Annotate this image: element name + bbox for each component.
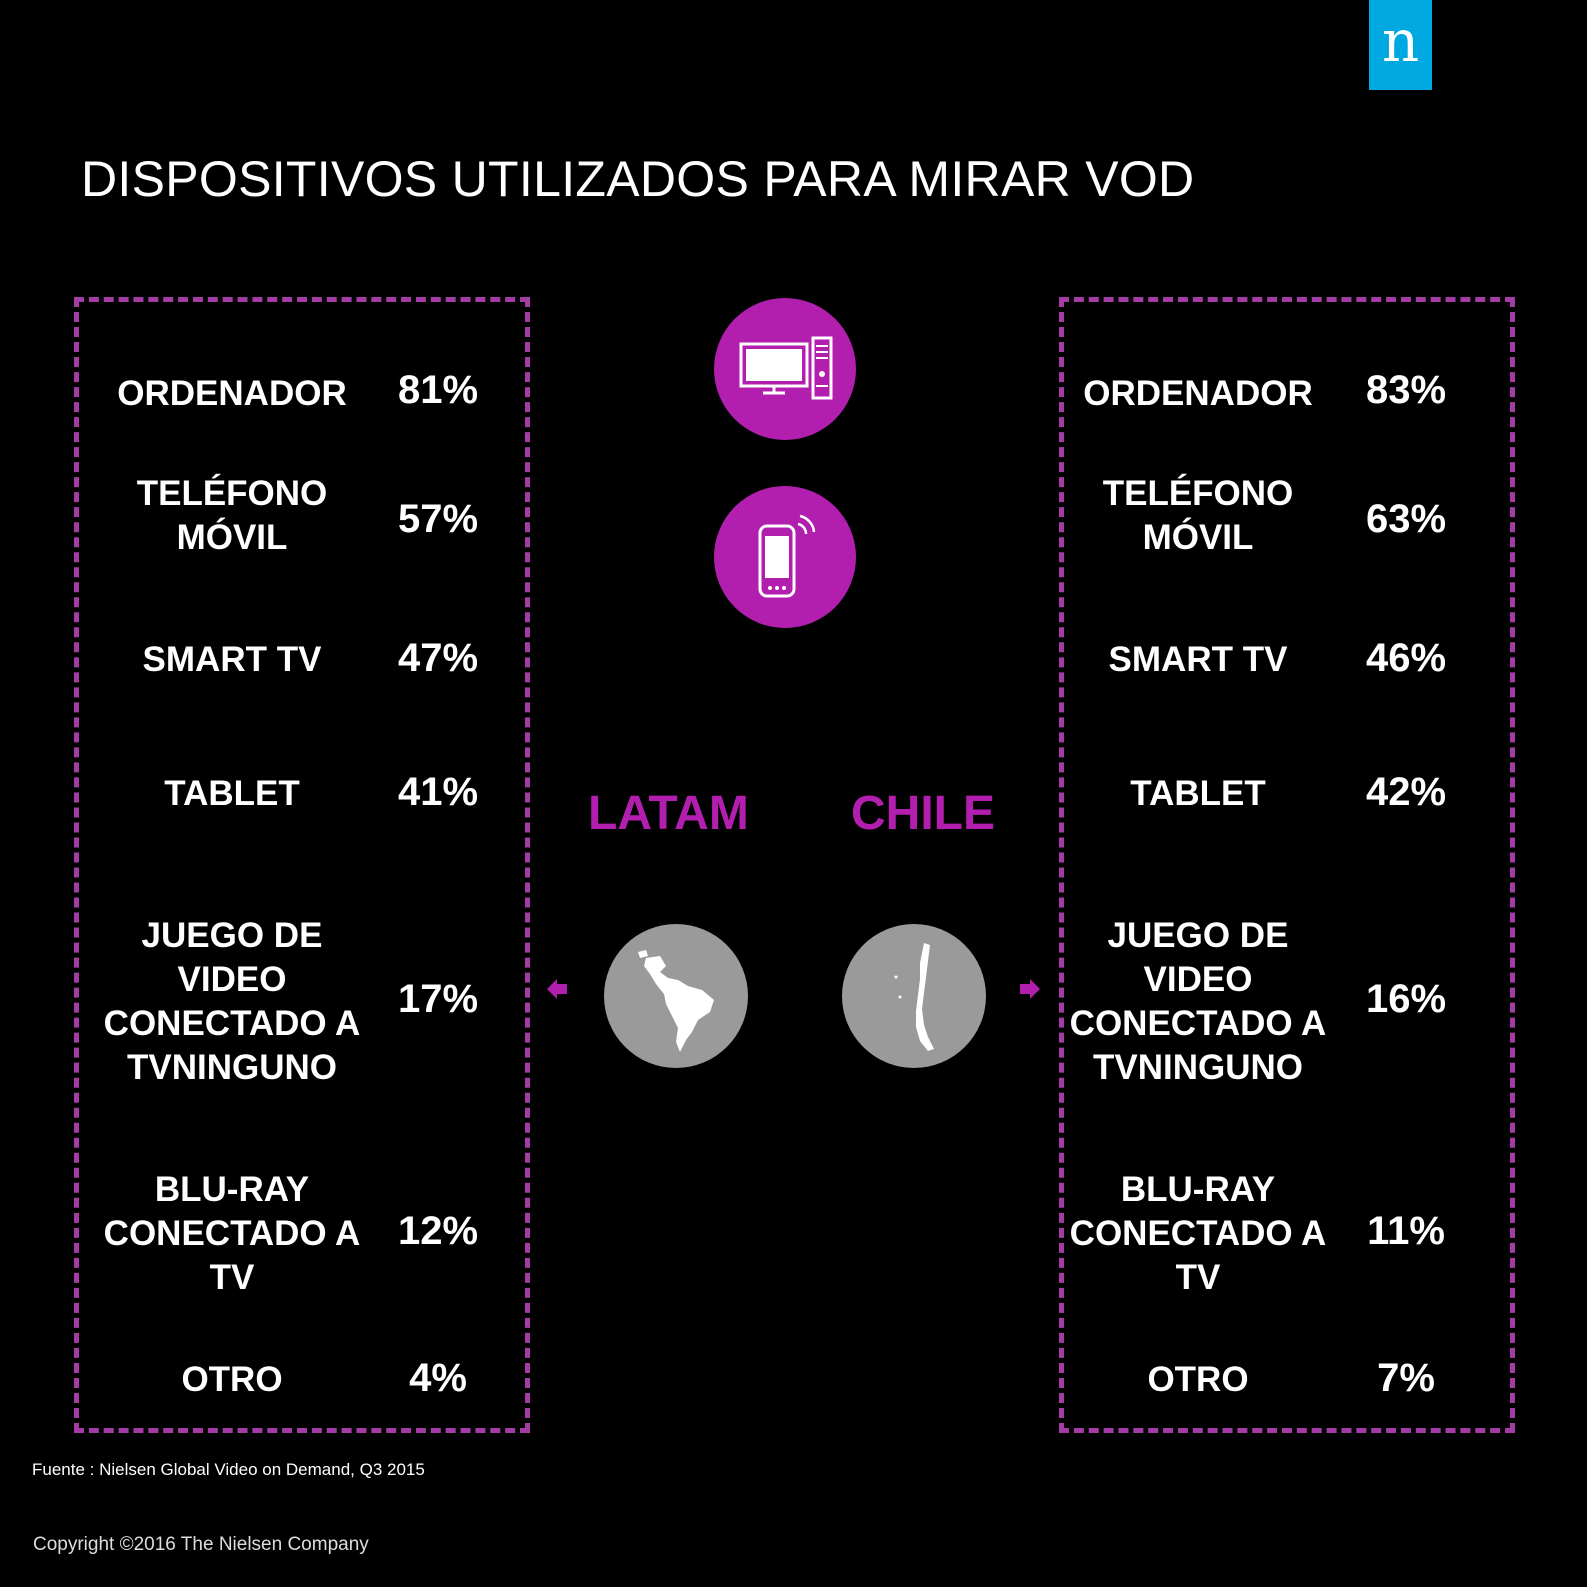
mobile-phone-icon bbox=[714, 486, 856, 628]
table-row: TABLET 42% bbox=[1064, 770, 1510, 816]
value-tablet: 42% bbox=[1365, 770, 1447, 814]
logo-letter: n bbox=[1381, 7, 1420, 75]
label-otro: OTRO bbox=[181, 1360, 283, 1399]
table-row: JUEGO DE VIDEO CONECTADO A TVNINGUNO 16% bbox=[1064, 914, 1510, 1090]
table-row: TELÉFONO MÓVIL 63% bbox=[1064, 472, 1510, 560]
value-tablet: 41% bbox=[397, 770, 479, 814]
label-otro: OTRO bbox=[1147, 1360, 1249, 1399]
value-bluray: 11% bbox=[1367, 1209, 1445, 1253]
chile-map-icon bbox=[842, 924, 986, 1068]
value-bluray: 12% bbox=[397, 1209, 479, 1253]
label-juego: JUEGO DE VIDEO CONECTADO A TVNINGUNO bbox=[103, 916, 361, 1087]
value-smart-tv: 46% bbox=[1365, 636, 1447, 680]
label-juego: JUEGO DE VIDEO CONECTADO A TVNINGUNO bbox=[1069, 916, 1327, 1087]
copyright: Copyright ©2016 The Nielsen Company bbox=[33, 1534, 369, 1555]
region-label-latam: LATAM bbox=[588, 787, 749, 840]
south-america-map-icon bbox=[604, 924, 748, 1068]
right-arrow-icon bbox=[1020, 979, 1040, 999]
latam-panel: ORDENADOR 81% TELÉFONO MÓVIL 57% SMART T… bbox=[74, 297, 530, 1433]
table-row: JUEGO DE VIDEO CONECTADO A TVNINGUNO 17% bbox=[79, 914, 525, 1090]
computer-icon bbox=[714, 298, 856, 440]
label-ordenador: ORDENADOR bbox=[117, 374, 347, 413]
label-smart-tv: SMART TV bbox=[1108, 640, 1288, 679]
value-smart-tv: 47% bbox=[397, 636, 479, 680]
table-row: SMART TV 46% bbox=[1064, 636, 1510, 682]
region-label-chile: CHILE bbox=[851, 787, 995, 840]
value-juego: 17% bbox=[397, 977, 479, 1021]
value-juego: 16% bbox=[1365, 977, 1447, 1021]
label-tablet: TABLET bbox=[164, 774, 300, 813]
value-telefono: 57% bbox=[397, 497, 479, 541]
value-ordenador: 81% bbox=[397, 368, 479, 412]
table-row: TELÉFONO MÓVIL 57% bbox=[79, 472, 525, 560]
value-otro: 4% bbox=[409, 1356, 467, 1400]
table-row: ORDENADOR 81% bbox=[79, 368, 525, 413]
label-telefono: TELÉFONO MÓVIL bbox=[136, 474, 328, 557]
table-row: ORDENADOR 83% bbox=[1064, 368, 1510, 413]
label-tablet: TABLET bbox=[1130, 774, 1266, 813]
label-bluray: BLU-RAY CONECTADO A TV bbox=[1069, 1170, 1327, 1297]
nielsen-logo: n bbox=[1369, 0, 1432, 90]
table-row: TABLET 41% bbox=[79, 770, 525, 816]
page-title: DISPOSITIVOS UTILIZADOS PARA MIRAR VOD bbox=[81, 151, 1195, 207]
source-note: Fuente : Nielsen Global Video on Demand,… bbox=[32, 1460, 425, 1479]
chile-panel: ORDENADOR 83% TELÉFONO MÓVIL 63% SMART T… bbox=[1059, 297, 1515, 1433]
label-bluray: BLU-RAY CONECTADO A TV bbox=[103, 1170, 361, 1297]
value-ordenador: 83% bbox=[1365, 368, 1447, 412]
left-arrow-icon bbox=[547, 979, 567, 999]
table-row: BLU-RAY CONECTADO A TV 12% bbox=[79, 1168, 525, 1300]
table-row: BLU-RAY CONECTADO A TV 11% bbox=[1064, 1168, 1510, 1300]
label-ordenador: ORDENADOR bbox=[1083, 374, 1313, 413]
label-telefono: TELÉFONO MÓVIL bbox=[1102, 474, 1294, 557]
label-smart-tv: SMART TV bbox=[142, 640, 322, 679]
table-row: OTRO 4% bbox=[79, 1356, 525, 1402]
table-row: OTRO 7% bbox=[1064, 1356, 1510, 1402]
value-otro: 7% bbox=[1377, 1356, 1435, 1400]
table-row: SMART TV 47% bbox=[79, 636, 525, 682]
value-telefono: 63% bbox=[1365, 497, 1447, 541]
